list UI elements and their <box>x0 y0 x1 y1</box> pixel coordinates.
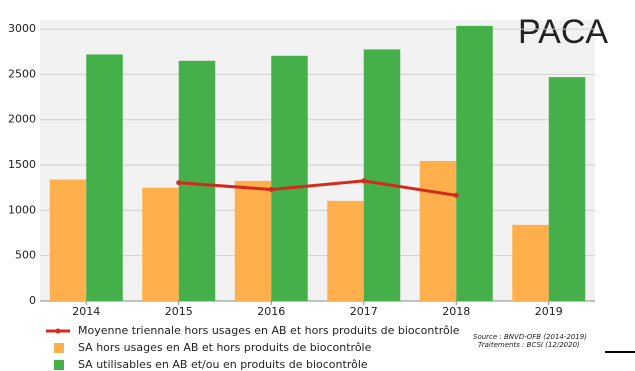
x-tick-label: 2018 <box>442 305 470 318</box>
y-tick-label: 1500 <box>8 158 36 171</box>
bar <box>327 200 364 301</box>
bar <box>548 77 586 302</box>
legend-label: SA utilisables en AB et/ou en produits d… <box>78 358 368 371</box>
bar <box>49 179 87 301</box>
y-tick-label: 500 <box>15 249 36 262</box>
bar <box>456 25 493 301</box>
source: Traitements : BCSI (12/2020) <box>478 341 580 349</box>
x-tick-label: 2014 <box>72 305 100 318</box>
plot-background <box>40 20 595 301</box>
x-tick-label: 2017 <box>350 305 378 318</box>
line <box>178 179 457 197</box>
x-tick-label: 2019 <box>535 305 563 318</box>
region-label: PACA <box>518 13 608 51</box>
y-tick-label: 2000 <box>8 113 36 126</box>
bar <box>234 180 272 301</box>
bar <box>142 187 179 301</box>
y-tick-label: 2500 <box>8 67 36 80</box>
y-tick-label: 1000 <box>8 203 36 216</box>
x-tick-label: 2016 <box>257 305 285 318</box>
bar <box>363 49 401 301</box>
legend-swatch <box>55 328 61 334</box>
bar <box>178 60 216 302</box>
legend-swatch <box>54 343 64 353</box>
bar <box>512 224 549 301</box>
bar <box>86 54 123 301</box>
line-marker <box>176 180 182 186</box>
line-marker <box>361 178 367 184</box>
bar <box>419 160 457 301</box>
legend-label: SA hors usages en AB et hors produits de… <box>78 341 372 354</box>
y-tick-label: 0 <box>29 294 36 307</box>
y-tick-label: 3000 <box>8 22 36 35</box>
legend-swatch <box>54 360 64 370</box>
legend-label: Moyenne triennale hors usages en AB et h… <box>78 324 460 337</box>
bar <box>271 55 308 301</box>
source: Source : BNVD-OFB (2014-2019) <box>473 333 587 341</box>
line-marker <box>453 192 459 198</box>
line-marker <box>268 187 274 193</box>
x-tick-label: 2015 <box>165 305 193 318</box>
